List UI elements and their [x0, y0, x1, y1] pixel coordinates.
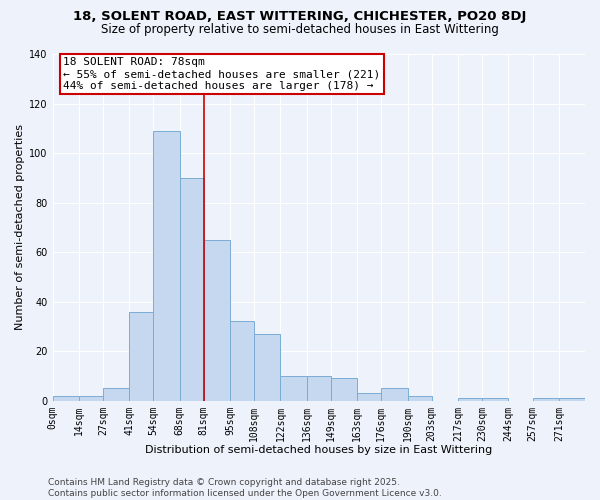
Y-axis label: Number of semi-detached properties: Number of semi-detached properties: [15, 124, 25, 330]
Bar: [53, 396, 79, 400]
Bar: [458, 398, 482, 400]
Bar: [533, 398, 559, 400]
Bar: [382, 388, 407, 400]
Text: 18 SOLENT ROAD: 78sqm
← 55% of semi-detached houses are smaller (221)
44% of sem: 18 SOLENT ROAD: 78sqm ← 55% of semi-deta…: [63, 58, 380, 90]
Bar: [482, 398, 508, 400]
Text: Contains HM Land Registry data © Crown copyright and database right 2025.
Contai: Contains HM Land Registry data © Crown c…: [48, 478, 442, 498]
Bar: [407, 396, 432, 400]
Bar: [230, 322, 254, 400]
Bar: [254, 334, 280, 400]
Bar: [179, 178, 204, 400]
Text: Size of property relative to semi-detached houses in East Wittering: Size of property relative to semi-detach…: [101, 22, 499, 36]
Bar: [154, 131, 179, 400]
Text: 18, SOLENT ROAD, EAST WITTERING, CHICHESTER, PO20 8DJ: 18, SOLENT ROAD, EAST WITTERING, CHICHES…: [73, 10, 527, 23]
Bar: [103, 388, 129, 400]
Bar: [79, 396, 103, 400]
Bar: [559, 398, 585, 400]
Bar: [331, 378, 357, 400]
Bar: [204, 240, 230, 400]
Bar: [280, 376, 307, 400]
X-axis label: Distribution of semi-detached houses by size in East Wittering: Distribution of semi-detached houses by …: [145, 445, 493, 455]
Bar: [357, 394, 382, 400]
Bar: [129, 312, 154, 400]
Bar: [307, 376, 331, 400]
